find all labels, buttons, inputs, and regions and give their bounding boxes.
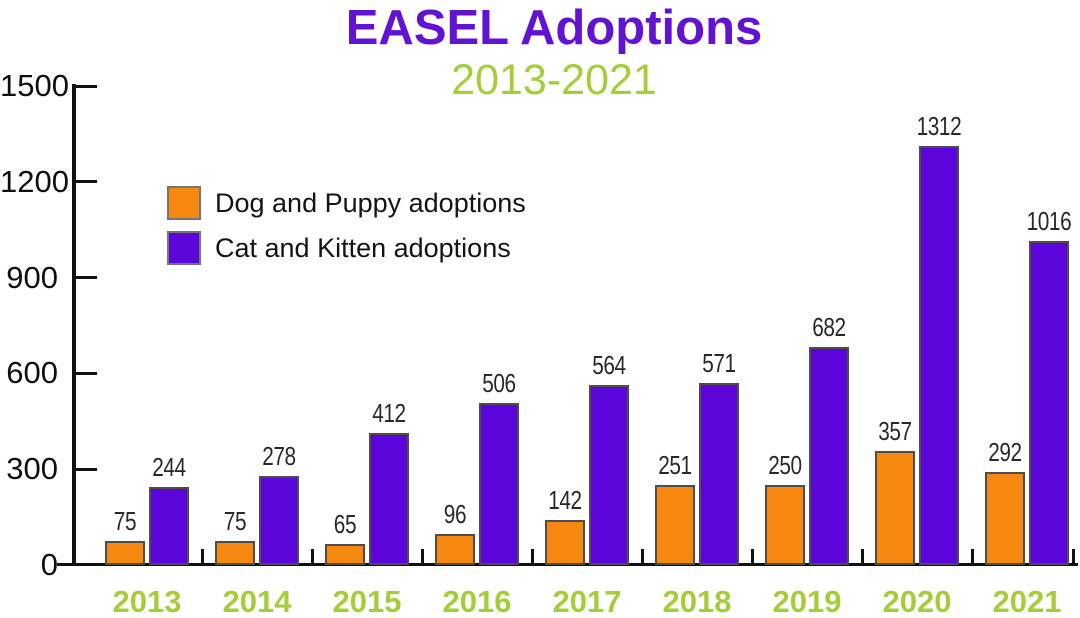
bar-value-text: 292 [988, 437, 1022, 467]
legend-label: Cat and Kitten adoptions [215, 232, 511, 263]
dog-adoptions-bar [215, 541, 255, 565]
y-axis-tick-label: 0 [40, 547, 58, 582]
bar-value-text: 1016 [1026, 206, 1072, 236]
chart-subtitle: 2013-2021 [451, 56, 657, 104]
bar-value-text: 244 [152, 452, 186, 482]
x-category-label: 2015 [332, 584, 402, 618]
bar-value-text: 75 [113, 506, 137, 536]
legend-item: Cat and Kitten adoptions [167, 231, 526, 265]
bar-value-text: 250 [768, 450, 802, 480]
cat-adoptions-bar [479, 403, 519, 565]
bar-value-label: 412 [349, 398, 429, 429]
bar-value-text: 357 [878, 416, 912, 446]
cat-adoptions-bar [919, 146, 959, 565]
x-category-label: 2021 [992, 584, 1062, 618]
legend-label: Dog and Puppy adoptions [215, 187, 526, 218]
bar-value-text: 1312 [916, 111, 962, 141]
bar-value-label: 1312 [899, 111, 979, 142]
cat-adoptions-bar [699, 383, 739, 565]
bar-value-text: 75 [223, 506, 247, 536]
y-axis-tick-mark [76, 276, 97, 280]
bar-value-label: 564 [569, 350, 649, 381]
cat-adoptions-bar [589, 385, 629, 565]
x-axis-tick-mark [970, 549, 974, 563]
dog-adoptions-bar [765, 485, 805, 565]
bar-value-label: 142 [525, 485, 605, 516]
legend: Dog and Puppy adoptions Cat and Kitten ad… [167, 186, 526, 276]
bar-value-label: 75 [85, 506, 165, 537]
bar-value-text: 412 [372, 398, 406, 428]
bar-value-label: 292 [965, 437, 1045, 468]
legend-color-swatch [167, 186, 201, 220]
x-category-label: 2014 [222, 584, 292, 618]
bar-value-text: 251 [658, 450, 692, 480]
x-axis-tick-mark [200, 549, 204, 563]
legend-color-swatch [167, 231, 201, 265]
bar-value-label: 65 [305, 509, 385, 540]
bar-value-text: 142 [548, 485, 582, 515]
legend-item: Dog and Puppy adoptions [167, 186, 526, 220]
y-axis-tick-mark [76, 371, 97, 375]
bar-value-text: 65 [333, 509, 357, 539]
bar-value-label: 357 [855, 416, 935, 447]
x-axis-tick-mark [640, 549, 644, 563]
bar-value-text: 278 [262, 441, 296, 471]
x-axis-tick-mark [860, 549, 864, 563]
bar-value-label: 1016 [1009, 206, 1080, 237]
bar-value-text: 571 [702, 348, 736, 378]
y-axis-tick-label: 600 [6, 355, 58, 391]
x-category-label: 2020 [882, 584, 952, 618]
bar-value-label: 75 [195, 506, 275, 537]
x-category-label: 2013 [112, 584, 182, 618]
bar-value-label: 251 [635, 450, 715, 481]
y-axis-tick-mark [76, 180, 97, 184]
y-axis-tick-mark [76, 84, 97, 88]
bar-value-label: 506 [459, 368, 539, 399]
cat-adoptions-bar [149, 487, 189, 565]
x-axis-tick-mark [1072, 549, 1075, 563]
x-category-label: 2017 [552, 584, 622, 618]
bar-value-label: 244 [129, 452, 209, 483]
y-axis-tick-label: 1200 [0, 163, 69, 199]
x-axis-tick-mark [420, 549, 424, 563]
dog-adoptions-bar [985, 472, 1025, 565]
cat-adoptions-bar [259, 476, 299, 565]
dog-adoptions-bar [655, 485, 695, 565]
cat-adoptions-bar [809, 347, 849, 565]
bar-value-text: 506 [482, 368, 516, 398]
bar-value-label: 571 [679, 348, 759, 379]
cat-adoptions-bar [1029, 241, 1069, 565]
x-axis-tick-mark [750, 549, 754, 563]
x-category-label: 2016 [442, 584, 512, 618]
y-axis-tick-label: 900 [6, 259, 58, 295]
chart-title: EASEL Adoptions [345, 1, 763, 55]
dog-adoptions-bar [435, 534, 475, 565]
bar-value-label: 250 [745, 450, 825, 481]
x-category-label: 2019 [772, 584, 842, 618]
y-axis-line [72, 84, 76, 566]
dog-adoptions-bar [325, 544, 365, 565]
y-axis-tick-label: 300 [6, 451, 58, 487]
bar-value-text: 564 [592, 350, 626, 380]
dog-adoptions-bar [105, 541, 145, 565]
dog-adoptions-bar [545, 520, 585, 565]
y-axis-tick-label: 1500 [0, 68, 69, 103]
bar-value-text: 96 [443, 499, 467, 529]
bar-value-label: 96 [415, 499, 495, 530]
x-axis-tick-mark [530, 549, 534, 563]
cat-adoptions-bar [369, 433, 409, 565]
bar-value-text: 682 [812, 312, 846, 342]
bar-value-label: 278 [239, 441, 319, 472]
x-axis-tick-mark [310, 549, 314, 563]
y-axis-tick-mark [76, 467, 97, 471]
dog-adoptions-bar [875, 451, 915, 565]
bar-value-label: 682 [789, 312, 869, 343]
x-category-label: 2018 [662, 584, 732, 618]
